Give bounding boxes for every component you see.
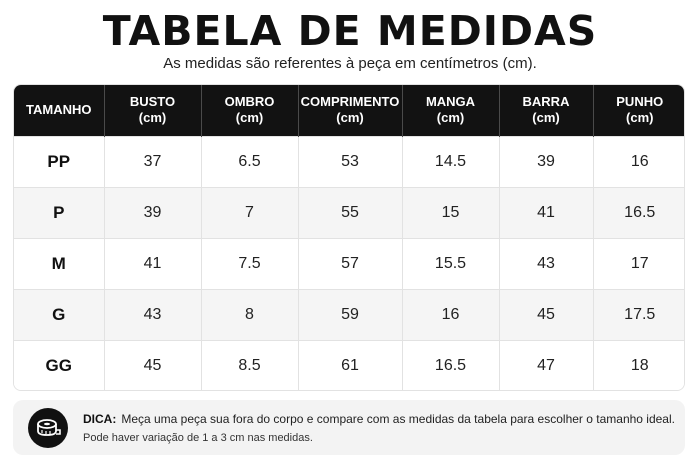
table-cell: 41 bbox=[499, 186, 594, 238]
size-cell: G bbox=[14, 288, 105, 340]
table-cell: 43 bbox=[104, 288, 202, 340]
table-cell: 6.5 bbox=[201, 135, 299, 187]
tip-text: DICA: Meça uma peça sua fora do corpo e c… bbox=[83, 412, 675, 427]
table-cell: 18 bbox=[593, 339, 684, 390]
table-cell: 14.5 bbox=[402, 135, 500, 187]
table-cell: 16 bbox=[402, 288, 500, 340]
table-cell: 7 bbox=[201, 186, 299, 238]
page-subtitle: As medidas são referentes à peça em cent… bbox=[163, 55, 537, 72]
measuring-tape-icon bbox=[28, 408, 68, 448]
table-header-row: TAMANHO BUSTO (cm) OMBRO (cm) COMPRIMENTO(… bbox=[14, 85, 684, 136]
size-cell: GG bbox=[14, 339, 105, 390]
column-header: OMBRO (cm) bbox=[201, 85, 299, 136]
table-cell: 8 bbox=[201, 288, 299, 340]
page-title: TABELA DE MEDIDAS bbox=[102, 7, 598, 55]
table-cell: 39 bbox=[499, 135, 594, 187]
table-cell: 57 bbox=[298, 237, 403, 289]
tip-label: DICA: bbox=[83, 412, 117, 426]
table-cell: 15.5 bbox=[402, 237, 500, 289]
column-header: TAMANHO bbox=[14, 85, 105, 136]
table-cell: 16 bbox=[593, 135, 684, 187]
table-cell: 47 bbox=[499, 339, 594, 390]
table-cell: 55 bbox=[298, 186, 403, 238]
table-row: PP 37 6.5 53 14.5 39 16 bbox=[14, 135, 684, 187]
table-row: P 39 7 55 15 41 16.5 bbox=[14, 186, 684, 238]
table-cell: 15 bbox=[402, 186, 500, 238]
table-cell: 45 bbox=[499, 288, 594, 340]
table-cell: 16.5 bbox=[593, 186, 684, 238]
column-header: PUNHO (cm) bbox=[616, 94, 664, 126]
table-cell: 16.5 bbox=[402, 339, 500, 390]
table-cell: 59 bbox=[298, 288, 403, 340]
tip-note: Pode haver variação de 1 a 3 cm nas medi… bbox=[83, 432, 313, 444]
table-row: GG 45 8.5 61 16.5 47 18 bbox=[14, 339, 684, 390]
table-cell: 41 bbox=[104, 237, 202, 289]
table-cell: 8.5 bbox=[201, 339, 299, 390]
table-row: G 43 8 59 16 45 17.5 bbox=[14, 288, 684, 340]
column-header: BUSTO (cm) bbox=[104, 85, 202, 136]
table-cell: 7.5 bbox=[201, 237, 299, 289]
table-cell: 43 bbox=[499, 237, 594, 289]
table-cell: 17 bbox=[593, 237, 684, 289]
size-cell: P bbox=[14, 186, 105, 238]
column-header: MANGA (cm) bbox=[402, 85, 500, 136]
tip-message: Meça uma peça sua fora do corpo e compar… bbox=[121, 412, 675, 426]
size-cell: PP bbox=[14, 135, 105, 187]
table-cell: 61 bbox=[298, 339, 403, 390]
table-cell: 17.5 bbox=[593, 288, 684, 340]
size-cell: M bbox=[14, 237, 105, 289]
table-row: M 41 7.5 57 15.5 43 17 bbox=[14, 237, 684, 289]
table-cell: 37 bbox=[104, 135, 202, 187]
table-cell: 45 bbox=[104, 339, 202, 390]
column-header: COMPRIMENTO (cm) bbox=[298, 85, 403, 136]
column-header: BARRA (cm) bbox=[499, 85, 594, 136]
tip-box: DICA: Meça uma peça sua fora do corpo e c… bbox=[13, 400, 685, 455]
size-table: TAMANHO BUSTO (cm) OMBRO (cm) COMPRIMENTO(… bbox=[14, 85, 684, 390]
size-table-container: TAMANHO BUSTO (cm) OMBRO (cm) COMPRIMENTO(… bbox=[13, 84, 685, 391]
table-cell: 53 bbox=[298, 135, 403, 187]
table-cell: 39 bbox=[104, 186, 202, 238]
